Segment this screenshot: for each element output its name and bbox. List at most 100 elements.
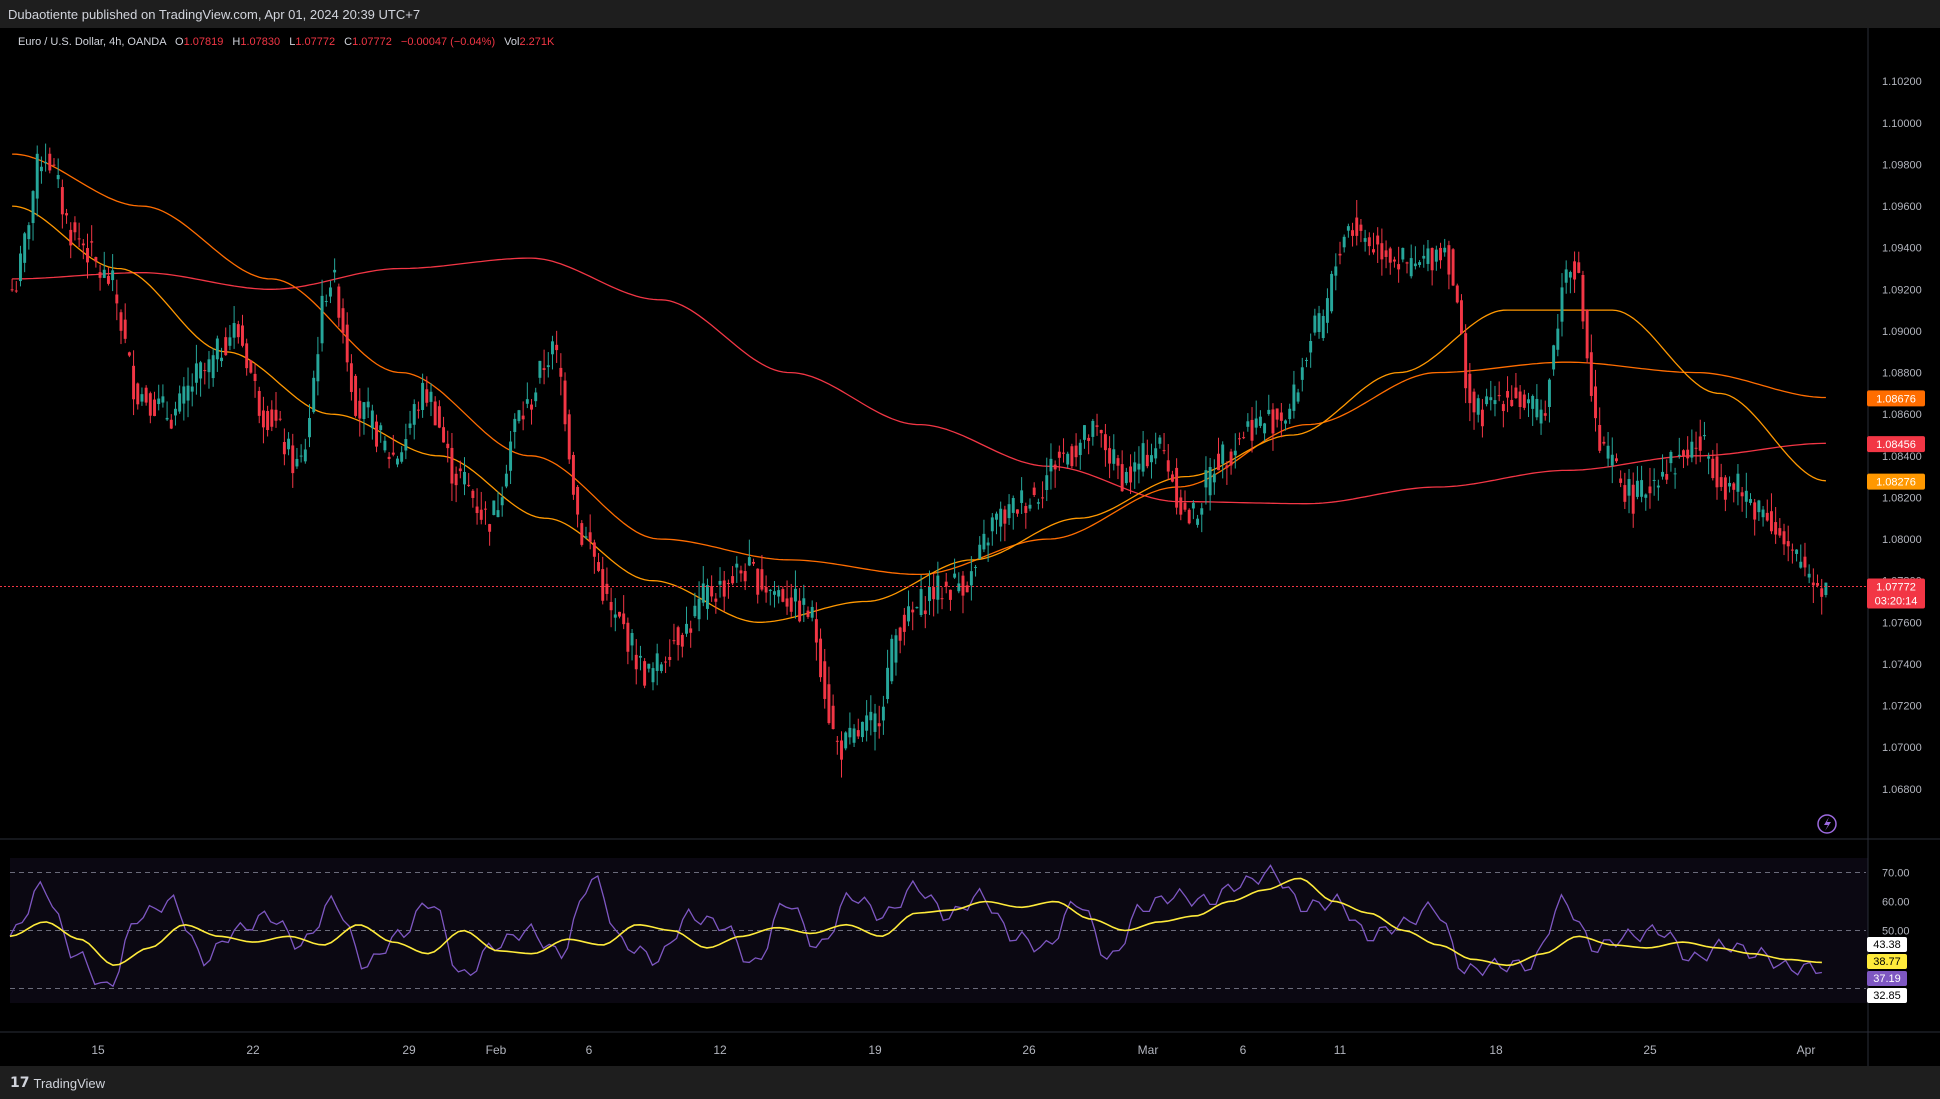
candle-body xyxy=(1233,450,1237,456)
candle-body xyxy=(106,275,110,284)
candle-body xyxy=(986,542,990,546)
candle-body xyxy=(366,401,370,408)
candle-body xyxy=(1686,449,1690,459)
candle-body xyxy=(27,225,31,240)
candle-body xyxy=(1506,391,1510,398)
candlesticks xyxy=(10,143,1828,778)
candle-body xyxy=(798,600,802,622)
candle-body xyxy=(773,591,776,595)
candle-body xyxy=(90,241,94,243)
candle-body xyxy=(726,583,730,585)
candle-body xyxy=(1313,315,1317,333)
candle-body xyxy=(676,627,680,646)
candle-body xyxy=(1401,247,1405,260)
candle-body xyxy=(802,598,806,605)
legend-open-value: 1.07819 xyxy=(184,36,224,48)
candle-body xyxy=(1698,436,1702,451)
candle-body xyxy=(1535,398,1539,418)
candle-body xyxy=(873,713,877,732)
candle-body xyxy=(19,253,22,282)
candle-body xyxy=(1342,236,1346,248)
candle-body xyxy=(1325,298,1329,323)
lightning-icon[interactable] xyxy=(1817,814,1837,834)
candle-body xyxy=(111,270,115,281)
candle-body xyxy=(261,410,265,428)
candle-body xyxy=(680,634,684,647)
candle-body xyxy=(1099,429,1103,434)
candle-body xyxy=(249,360,253,373)
candle-body xyxy=(584,536,588,538)
candle-body xyxy=(308,418,311,438)
candle-body xyxy=(1631,484,1635,514)
candle-body xyxy=(1317,313,1321,333)
candle-body xyxy=(1024,506,1028,513)
candle-body xyxy=(659,664,663,672)
candle-body xyxy=(496,510,500,518)
legend-low-value: 1.07772 xyxy=(295,36,335,48)
candle-body xyxy=(73,222,77,233)
candle-body xyxy=(764,587,768,593)
candle-body xyxy=(1744,490,1748,502)
time-axis-label: 22 xyxy=(246,1043,260,1057)
candle-body xyxy=(86,248,89,263)
candle-body xyxy=(1196,518,1200,525)
candle-body xyxy=(1258,416,1262,426)
candle-body xyxy=(1577,262,1581,273)
rsi-axis-tags: 43.38 38.77 37.19 32.85 xyxy=(1867,937,1907,1003)
time-axis-label: 11 xyxy=(1334,1043,1347,1057)
rsi-tag-box xyxy=(1867,954,1907,969)
candle-body xyxy=(1208,467,1212,496)
price-axis-label: 1.07000 xyxy=(1882,742,1922,754)
candle-body xyxy=(551,341,554,355)
price-axis: 1.10200 1.10000 1.09800 1.09600 1.09400 1.092… xyxy=(1882,76,1922,796)
candle-body xyxy=(1179,497,1183,515)
price-axis-label: 1.10200 xyxy=(1882,76,1922,88)
candle-body xyxy=(685,623,688,634)
candle-body xyxy=(689,628,693,633)
candle-body xyxy=(1598,424,1602,451)
candle-body xyxy=(345,324,349,363)
time-axis-label: 15 xyxy=(91,1043,105,1057)
candle-body xyxy=(1049,458,1053,472)
candle-body xyxy=(295,458,299,467)
price-axis-tags: 1.08676 1.08456 1.08276 xyxy=(1867,390,1925,490)
candle-body xyxy=(1510,399,1514,407)
candle-body xyxy=(56,175,60,180)
rsi-tag-label: 37.19 xyxy=(1873,973,1901,985)
price-tag-box xyxy=(1867,473,1925,490)
candle-body xyxy=(1091,420,1095,437)
tradingview-brand[interactable]: 17 TradingView xyxy=(10,1075,105,1091)
candle-body xyxy=(23,233,27,263)
candle-body xyxy=(957,583,961,592)
price-chart[interactable]: 1.10200 1.10000 1.09800 1.09600 1.09400 1.092… xyxy=(0,28,1940,1066)
candle-body xyxy=(1175,467,1179,508)
candle-body xyxy=(898,627,902,641)
candle-body xyxy=(1824,582,1828,595)
candle-body xyxy=(1284,420,1287,424)
candle-body xyxy=(542,368,546,371)
candle-body xyxy=(1263,423,1267,434)
candle-body xyxy=(1338,253,1342,256)
candle-body xyxy=(1594,386,1597,419)
candle-body xyxy=(877,723,881,727)
legend-high-label: H xyxy=(232,36,240,48)
candle-body xyxy=(31,191,35,224)
candle-body xyxy=(161,396,165,403)
svg-text:Euro / U.S. Dollar, 4h, OANDA: Euro / U.S. Dollar, 4h, OANDA O1.07819 H… xyxy=(18,36,555,48)
candle-body xyxy=(735,563,739,568)
candle-body xyxy=(693,605,697,617)
candle-body xyxy=(119,312,123,331)
candle-body xyxy=(324,300,328,302)
last-price-value: 1.07772 xyxy=(1876,582,1916,594)
candle-body xyxy=(907,606,910,622)
candle-body xyxy=(1439,247,1442,261)
price-axis-label: 1.09600 xyxy=(1882,201,1922,213)
candle-body xyxy=(1430,248,1434,271)
candle-body xyxy=(1095,425,1099,427)
candle-body xyxy=(1782,531,1786,545)
candle-body xyxy=(840,740,843,760)
candle-body xyxy=(1418,262,1422,265)
candle-body xyxy=(1036,502,1040,504)
price-tag-label: 1.08676 xyxy=(1876,393,1916,405)
candle-body xyxy=(1627,479,1631,496)
